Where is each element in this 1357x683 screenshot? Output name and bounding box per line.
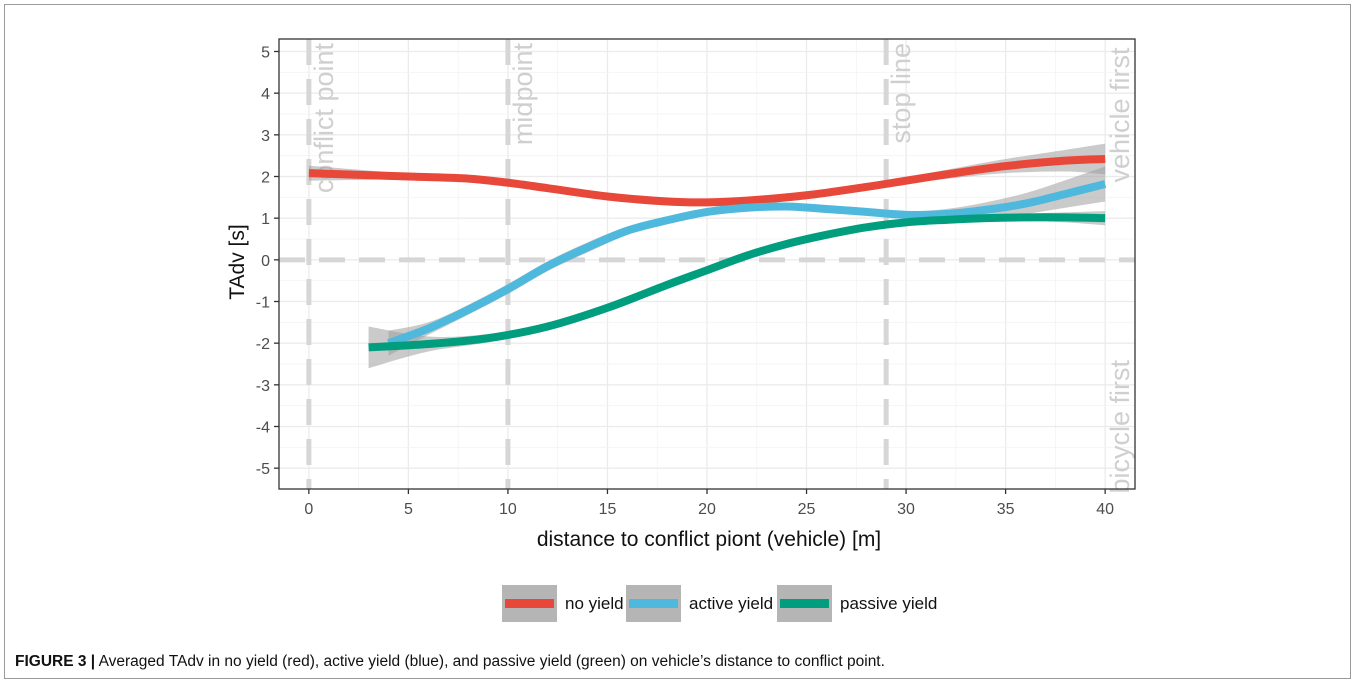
caption-text: Averaged TAdv in no yield (red), active … [98,653,885,670]
legend-label-no-yield: no yield [565,594,624,613]
figure-caption: FIGURE 3 | Averaged TAdv in no yield (re… [15,653,1345,671]
x-tick-label: 10 [499,501,517,518]
x-tick-label: 20 [698,501,716,518]
reference-label-stop-line: stop line [886,43,916,144]
y-axis-label: TAdv [s] [226,224,249,299]
series-line-no-yield [308,155,1106,207]
y-tick-label: 5 [261,45,270,62]
grid-lines [279,39,1135,489]
legend-label-active-yield: active yield [689,594,773,613]
annotation-bicycle-first: bicycle first [1105,360,1135,494]
tadv-line-chart: conflict point midpoint stop line vehicle f… [226,38,1136,622]
y-tick-label: 2 [261,170,270,187]
series-line-passive-yield [368,213,1106,352]
y-tick-label: 0 [261,253,270,270]
x-tick-label: 15 [599,501,617,518]
y-tick-label: 1 [261,211,270,228]
axis-ticks: 0 5 10 15 20 25 30 35 40 -5 -4 -3 -2 -1 0 1 2 3 4 5 [256,45,1114,519]
figure-frame: conflict point midpoint stop line vehicle f… [4,4,1351,679]
legend-label-passive-yield: passive yield [840,594,937,613]
annotation-vehicle-first: vehicle first [1105,47,1135,183]
y-tick-label: -5 [256,461,270,478]
y-tick-label: -3 [256,378,270,395]
x-tick-label: 5 [404,501,413,518]
x-tick-label: 40 [1096,501,1114,518]
x-tick-label: 0 [304,501,313,518]
y-tick-label: 4 [261,86,270,103]
series-line-active-yield [387,180,1107,347]
y-tick-label: 3 [261,128,270,145]
y-tick-label: -4 [256,420,270,437]
caption-label: FIGURE 3 | [15,653,96,670]
y-tick-label: -2 [256,336,270,353]
reference-label-midpoint: midpoint [508,43,538,146]
x-tick-label: 35 [997,501,1015,518]
series-lines [308,155,1107,352]
x-axis-label: distance to conflict piont (vehicle) [m] [537,528,881,551]
x-tick-label: 30 [897,501,915,518]
y-tick-label: -1 [256,295,270,312]
reference-lines: conflict point midpoint stop line vehicle f… [279,39,1135,494]
legend: no yield active yield passive yield [502,585,937,622]
x-tick-label: 25 [798,501,816,518]
